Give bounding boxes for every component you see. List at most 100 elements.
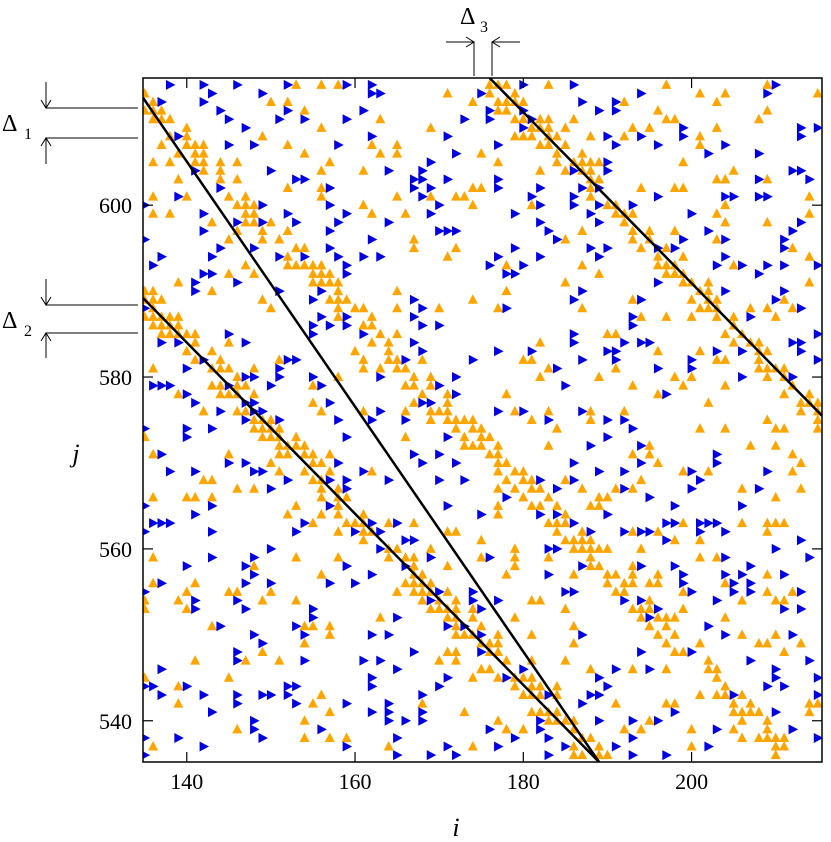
orange-triangle-point xyxy=(568,569,579,579)
blue-triangle-point xyxy=(519,79,529,90)
orange-triangle-point xyxy=(291,551,302,562)
blue-triangle-point xyxy=(494,346,504,357)
blue-triangle-point xyxy=(738,346,748,357)
orange-triangle-point xyxy=(594,500,605,510)
blue-triangle-point xyxy=(157,380,168,391)
blue-triangle-point xyxy=(143,304,151,313)
blue-triangle-point xyxy=(653,604,664,615)
orange-triangle-point xyxy=(358,354,369,364)
blue-triangle-point xyxy=(695,475,706,486)
orange-triangle-point xyxy=(627,569,638,579)
blue-triangle-point xyxy=(367,672,378,683)
orange-triangle-point xyxy=(400,380,411,390)
orange-triangle-point xyxy=(509,405,520,416)
orange-triangle-point xyxy=(257,234,268,244)
orange-triangle-point xyxy=(753,706,764,717)
orange-triangle-point xyxy=(450,414,461,424)
orange-triangle-point xyxy=(249,483,260,493)
orange-triangle-point xyxy=(383,517,394,528)
orange-triangle-point xyxy=(215,165,226,175)
blue-triangle-point xyxy=(796,217,807,228)
blue-triangle-point xyxy=(805,552,815,563)
blue-triangle-point xyxy=(721,286,731,297)
blue-triangle-point xyxy=(418,346,428,357)
x-axis-ticks: 140 160 180 200 xyxy=(170,78,708,794)
orange-triangle-point xyxy=(577,225,588,235)
orange-triangle-point xyxy=(627,208,638,218)
orange-triangle-point xyxy=(190,337,201,347)
blue-triangle-point xyxy=(241,578,252,589)
orange-triangle-point xyxy=(257,130,268,141)
orange-triangle-point xyxy=(636,474,647,485)
orange-triangle-point xyxy=(173,277,184,287)
orange-triangle-point xyxy=(526,706,537,717)
orange-triangle-point xyxy=(206,380,217,390)
blue-triangle-point xyxy=(527,191,538,202)
blue-triangle-point xyxy=(426,157,437,168)
orange-triangle-point xyxy=(678,517,689,528)
orange-triangle-point xyxy=(770,629,781,639)
delta-3-symbol: Δ xyxy=(460,4,475,30)
orange-triangle-point xyxy=(594,371,605,382)
blue-triangle-point xyxy=(308,320,319,331)
blue-triangle-point xyxy=(603,432,613,443)
orange-triangle-point xyxy=(703,302,714,313)
orange-triangle-point xyxy=(173,173,184,184)
orange-triangle-point xyxy=(143,285,150,296)
blue-triangle-point xyxy=(653,191,664,202)
orange-triangle-point xyxy=(249,362,260,373)
blue-triangle-point xyxy=(536,475,546,486)
blue-triangle-point xyxy=(813,672,822,683)
blue-triangle-point xyxy=(283,105,294,116)
orange-triangle-point xyxy=(148,96,159,107)
orange-triangle-point xyxy=(467,741,478,751)
orange-triangle-point xyxy=(181,491,192,502)
orange-triangle-point xyxy=(560,715,571,725)
orange-triangle-point xyxy=(299,732,310,742)
orange-triangle-point xyxy=(711,663,722,674)
blue-triangle-point xyxy=(754,174,765,185)
blue-triangle-point xyxy=(771,79,782,90)
orange-triangle-point xyxy=(434,405,445,416)
blue-triangle-point xyxy=(308,329,319,340)
orange-triangle-point xyxy=(450,629,461,639)
orange-triangle-point xyxy=(408,551,419,562)
orange-triangle-point xyxy=(408,586,419,596)
orange-triangle-point xyxy=(181,328,192,339)
orange-triangle-point xyxy=(770,594,781,605)
blue-triangle-point xyxy=(595,715,605,726)
orange-triangle-point xyxy=(711,551,722,562)
orange-triangle-point xyxy=(770,732,781,742)
orange-triangle-point xyxy=(804,706,815,717)
blue-triangle-point xyxy=(143,502,151,510)
orange-triangle-point xyxy=(181,603,192,614)
blue-triangle-point xyxy=(157,689,168,700)
blue-triangle-point xyxy=(578,286,588,297)
orange-triangle-point xyxy=(392,191,403,201)
orange-triangle-point xyxy=(282,225,293,235)
orange-triangle-point xyxy=(703,663,714,674)
orange-triangle-point xyxy=(375,113,386,124)
orange-triangle-point xyxy=(467,294,478,304)
orange-triangle-point xyxy=(383,337,394,347)
orange-triangle-point xyxy=(644,448,655,459)
orange-triangle-point xyxy=(804,388,815,399)
blue-triangle-point xyxy=(300,655,311,666)
orange-triangle-point xyxy=(577,526,588,536)
orange-triangle-point xyxy=(610,199,621,210)
blue-triangle-point xyxy=(143,527,151,536)
orange-triangle-point xyxy=(543,122,554,132)
orange-triangle-point xyxy=(770,423,781,433)
blue-triangle-point xyxy=(628,423,639,434)
orange-triangle-point xyxy=(686,723,697,734)
orange-triangle-point xyxy=(577,543,588,553)
blue-triangle-point xyxy=(317,286,327,297)
blue-triangle-point xyxy=(687,647,698,658)
orange-triangle-point xyxy=(476,551,487,562)
orange-triangle-point xyxy=(669,225,680,235)
blue-triangle-point xyxy=(494,251,504,262)
orange-triangle-point xyxy=(442,87,453,98)
blue-triangle-point xyxy=(393,732,403,743)
blue-triangle-point xyxy=(199,208,210,219)
blue-triangle-point xyxy=(763,88,773,99)
